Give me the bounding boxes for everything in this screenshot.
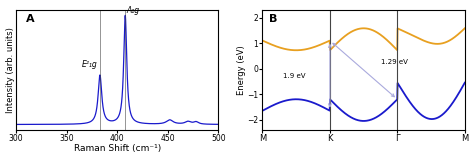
Y-axis label: Intensity (arb. units): Intensity (arb. units) <box>6 27 15 113</box>
Text: B: B <box>268 14 277 24</box>
X-axis label: Raman Shift (cm⁻¹): Raman Shift (cm⁻¹) <box>73 144 161 153</box>
Text: E²₁g: E²₁g <box>82 60 98 69</box>
Text: A₁g: A₁g <box>126 6 139 14</box>
Text: 1.9 eV: 1.9 eV <box>283 73 306 79</box>
Y-axis label: Energy (eV): Energy (eV) <box>237 45 246 95</box>
Text: 1.29 eV: 1.29 eV <box>381 59 408 65</box>
Text: A: A <box>26 14 35 24</box>
